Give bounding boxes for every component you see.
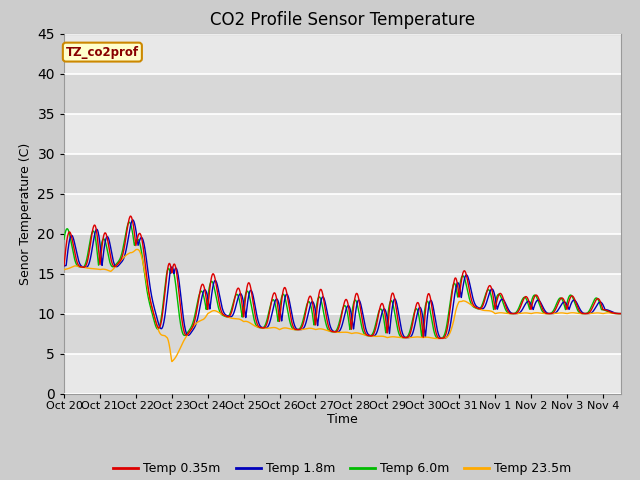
Legend: Temp 0.35m, Temp 1.8m, Temp 6.0m, Temp 23.5m: Temp 0.35m, Temp 1.8m, Temp 6.0m, Temp 2… [108,457,577,480]
Bar [64,34,621,73]
Y-axis label: Senor Temperature (C): Senor Temperature (C) [19,143,32,285]
Bar [64,234,621,274]
Text: TZ_co2prof: TZ_co2prof [66,46,139,59]
Bar [64,193,621,234]
Bar [64,354,621,394]
Bar [64,114,621,154]
X-axis label: Time: Time [327,413,358,426]
Bar [64,274,621,313]
Bar [64,154,621,193]
Bar [64,313,621,354]
Bar [64,73,621,114]
Title: CO2 Profile Sensor Temperature: CO2 Profile Sensor Temperature [210,11,475,29]
